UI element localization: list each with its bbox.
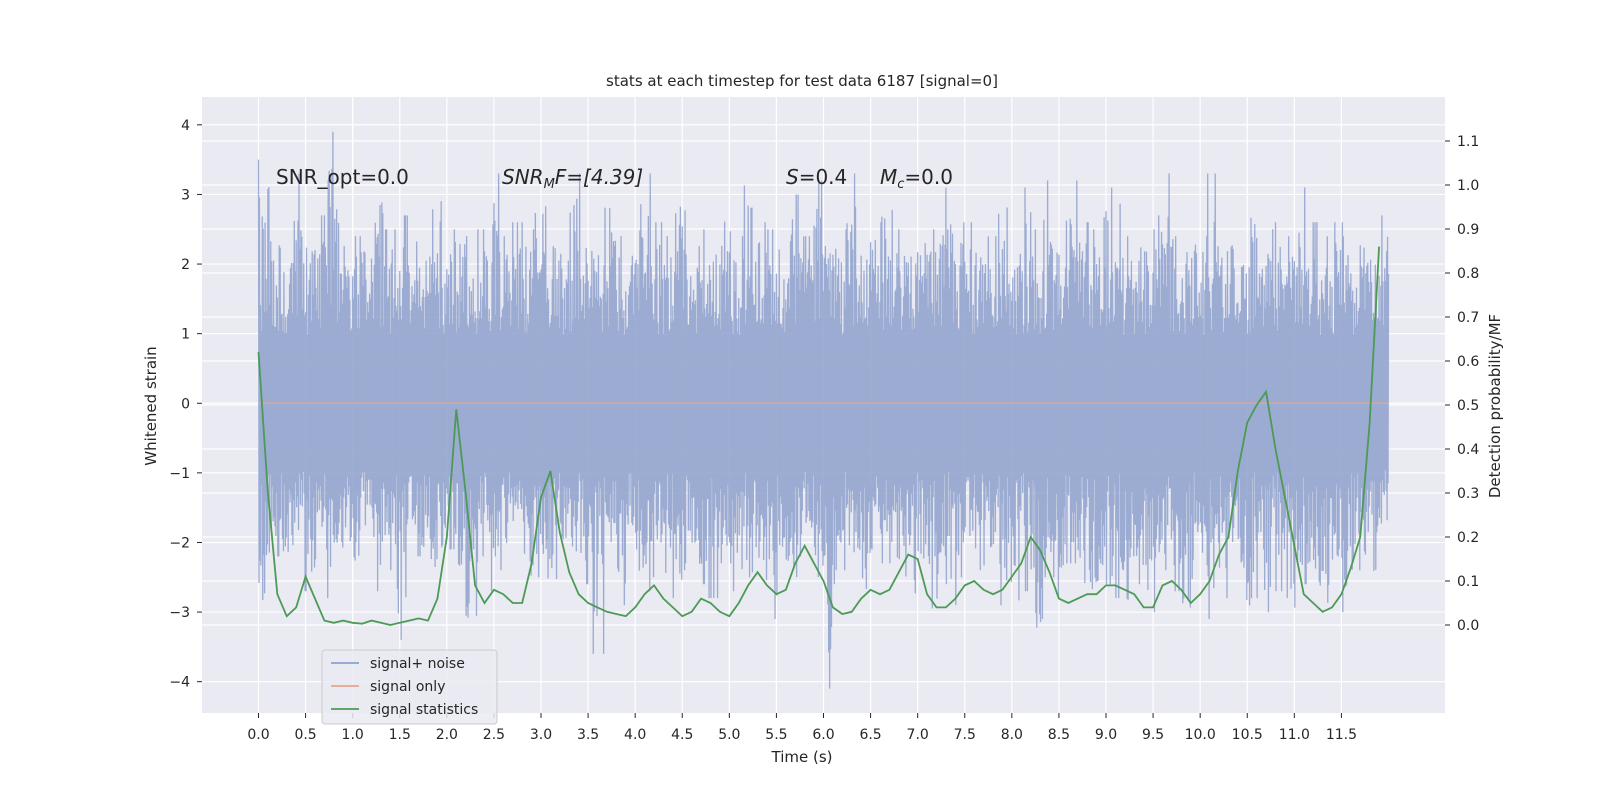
x-tick-label: 4.0: [624, 727, 646, 743]
x-tick-label: 3.0: [530, 727, 552, 743]
y-left-tick-label: 1: [181, 327, 190, 343]
x-tick-label: 10.0: [1185, 727, 1216, 743]
y-right-tick-label: 0.2: [1457, 530, 1479, 546]
y-right-tick-label: 0.6: [1457, 354, 1479, 370]
mc-value: =0.0: [904, 165, 953, 189]
x-axis-ticks: 0.0 0.5 1.0 1.5 2.0 2.5 3.0 3.5 4.0 4.5 5.0 5.5 6.0 6…: [247, 713, 1357, 743]
legend-label-signal-only: signal only: [370, 679, 445, 695]
x-tick-label: 8.5: [1048, 727, 1070, 743]
legend: signal+ noise signal only signal statist…: [321, 649, 498, 725]
x-tick-label: 2.5: [483, 727, 505, 743]
y-left-axis-label: Whitened strain: [142, 346, 160, 465]
y-left-tick-label: −4: [169, 675, 190, 691]
x-tick-label: 0.0: [247, 727, 269, 743]
snr-mf-name: SNR: [502, 165, 544, 189]
x-tick-label: 7.0: [907, 727, 929, 743]
legend-label-signal-statistics: signal statistics: [370, 702, 478, 718]
y-left-tick-label: 0: [181, 396, 190, 412]
noise-series: [257, 131, 1390, 689]
y-right-tick-label: 0.3: [1457, 486, 1479, 502]
signal-statistics-line: [257, 246, 1380, 626]
x-tick-label: 10.5: [1232, 727, 1263, 743]
y-right-tick-label: 0.9: [1457, 222, 1479, 238]
x-tick-label: 2.0: [436, 727, 458, 743]
x-tick-label: 5.0: [718, 727, 740, 743]
x-tick-label: 0.5: [294, 727, 316, 743]
mc-sub: c: [897, 177, 904, 192]
y-left-tick-label: −2: [169, 535, 190, 551]
y-right-tick-label: 1.0: [1457, 178, 1479, 194]
y-right-tick-label: 0.1: [1457, 574, 1479, 590]
s-name: S: [786, 165, 799, 189]
y-left-axis-ticks: 4 3 2 1 0 −1 −2 −3 −4: [169, 118, 202, 691]
annotation-snr-opt: SNR_opt=0.0: [276, 165, 409, 189]
y-left-tick-label: 3: [181, 187, 190, 203]
y-right-tick-label: 1.1: [1457, 134, 1479, 150]
x-tick-label: 11.5: [1326, 727, 1357, 743]
y-left-tick-label: −1: [169, 466, 190, 482]
noise-trace: [257, 131, 1390, 689]
legend-label-signal-noise: signal+ noise: [370, 656, 465, 672]
y-left-tick-label: −3: [169, 605, 190, 621]
snr-mf-sub: M: [544, 177, 555, 192]
x-tick-label: 7.5: [954, 727, 976, 743]
x-axis-label: Time (s): [771, 748, 833, 766]
x-tick-label: 1.0: [342, 727, 364, 743]
x-tick-label: 1.5: [389, 727, 411, 743]
y-right-tick-label: 0.8: [1457, 266, 1479, 282]
y-left-tick-label: 2: [181, 257, 190, 273]
y-right-axis-label: Detection probability/MF: [1486, 314, 1504, 498]
x-tick-label: 3.5: [577, 727, 599, 743]
chart-title: stats at each timestep for test data 618…: [606, 72, 998, 90]
annotation-mc: Mc=0.0: [880, 165, 953, 192]
y-right-axis-ticks: 1.1 1.0 0.9 0.8 0.7 0.6 0.5 0.4 0.3 0.2 0.1 0.0: [1445, 134, 1479, 634]
legend-box: [321, 649, 498, 725]
mc-name: M: [880, 165, 897, 189]
x-tick-label: 4.5: [671, 727, 693, 743]
x-tick-label: 6.0: [812, 727, 834, 743]
y-left-tick-label: 4: [181, 118, 190, 134]
snr-mf-rest: F=[4.39]: [555, 165, 643, 189]
x-tick-label: 5.5: [765, 727, 787, 743]
x-tick-label: 9.5: [1142, 727, 1164, 743]
signal-statistics-series: [257, 246, 1380, 626]
x-tick-label: 9.0: [1095, 727, 1117, 743]
y-right-tick-label: 0.0: [1457, 618, 1479, 634]
annotation-snr-mf: SNRMF=[4.39]: [502, 165, 643, 192]
x-tick-label: 8.0: [1001, 727, 1023, 743]
x-tick-label: 11.0: [1279, 727, 1310, 743]
x-tick-label: 6.5: [859, 727, 881, 743]
s-value: =0.4: [799, 165, 848, 189]
y-right-tick-label: 0.5: [1457, 398, 1479, 414]
y-right-tick-label: 0.4: [1457, 442, 1479, 458]
annotation-s: S=0.4: [786, 165, 847, 189]
y-right-tick-label: 0.7: [1457, 310, 1479, 326]
